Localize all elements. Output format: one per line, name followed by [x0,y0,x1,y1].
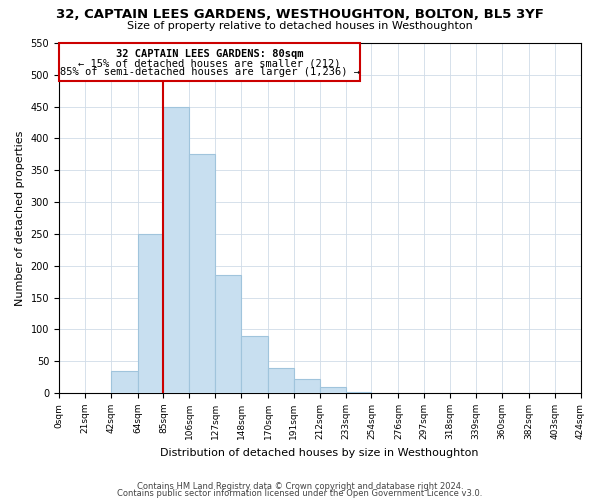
Bar [190,154,215,393]
Text: Contains public sector information licensed under the Open Government Licence v3: Contains public sector information licen… [118,489,482,498]
Bar [294,379,320,393]
Bar [137,234,163,393]
Bar [320,386,346,393]
Bar [268,368,294,393]
Text: Contains HM Land Registry data © Crown copyright and database right 2024.: Contains HM Land Registry data © Crown c… [137,482,463,491]
Text: 32 CAPTAIN LEES GARDENS: 80sqm: 32 CAPTAIN LEES GARDENS: 80sqm [116,50,304,59]
Y-axis label: Number of detached properties: Number of detached properties [15,130,25,306]
Bar [346,392,371,393]
Bar [163,106,190,393]
X-axis label: Distribution of detached houses by size in Westhoughton: Distribution of detached houses by size … [160,448,479,458]
Text: Size of property relative to detached houses in Westhoughton: Size of property relative to detached ho… [127,21,473,31]
Bar [215,276,241,393]
Text: ← 15% of detached houses are smaller (212): ← 15% of detached houses are smaller (21… [79,58,341,68]
Bar [241,336,268,393]
FancyBboxPatch shape [59,43,360,81]
Text: 85% of semi-detached houses are larger (1,236) →: 85% of semi-detached houses are larger (… [59,66,359,76]
Bar [110,371,137,393]
Text: 32, CAPTAIN LEES GARDENS, WESTHOUGHTON, BOLTON, BL5 3YF: 32, CAPTAIN LEES GARDENS, WESTHOUGHTON, … [56,8,544,20]
